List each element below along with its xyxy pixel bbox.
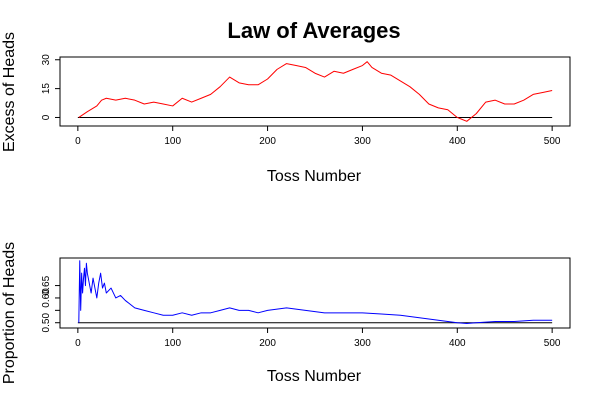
plot-frame [59,257,571,329]
x-tick-label: 300 [354,338,371,349]
y-axis-label: Excess of Heads [1,32,18,152]
x-tick-label: 500 [544,136,561,147]
y-tick-label: 15 [41,83,52,95]
plot-frame [59,56,571,127]
x-tick-label: 100 [164,136,181,147]
series-line [78,61,553,122]
y-axis-label: Proportion of Heads [1,242,18,384]
x-tick-label: 400 [449,136,466,147]
proportion-of-heads-panel: 0 100 200 300 400 500 0.50 0.600.65 Proportion o… [1,242,571,385]
x-tick-label: 0 [75,338,81,349]
y-tick-label: 0.50 [41,313,52,333]
excess-of-heads-panel: 0 100 200 300 400 500 0 15 30 Excess of Heads Toss… [1,32,571,185]
x-tick-label: 400 [449,338,466,349]
x-axis-label: Toss Number [267,168,362,185]
y-tick-label: 0.65 [41,275,52,295]
x-tick-label: 0 [75,136,81,147]
y-tick-label: 0.60 [41,288,52,308]
chart-title: Law of Averages [227,18,400,43]
x-tick-label: 200 [259,338,276,349]
series-line [78,260,553,324]
x-tick-label: 200 [259,136,276,147]
x-axis-label: Toss Number [267,368,362,385]
x-tick-label: 300 [354,136,371,147]
x-tick-label: 100 [164,338,181,349]
y-tick-label: 0 [41,114,52,120]
x-tick-label: 500 [544,338,561,349]
y-tick-label: 30 [41,54,52,66]
